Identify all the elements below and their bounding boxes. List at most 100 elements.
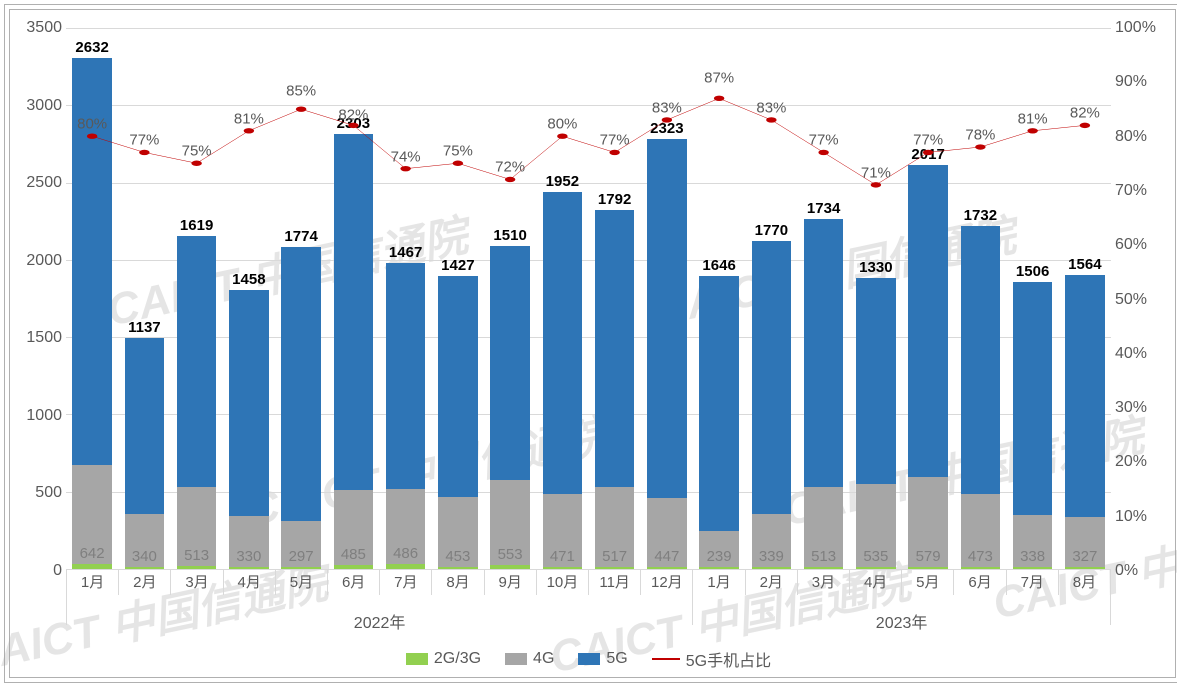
bar-seg-5g: 1734 bbox=[804, 219, 844, 487]
bar-slot: 327 1564 bbox=[1059, 28, 1111, 569]
bar-seg-4g: 642 bbox=[72, 465, 112, 564]
bar-slot: 642 2632 bbox=[66, 28, 118, 569]
bar-value-4g: 339 bbox=[759, 548, 784, 565]
bar-value-5g: 2632 bbox=[75, 39, 108, 56]
y-right-tick: 20% bbox=[1115, 453, 1171, 471]
bar-slot: 338 1506 bbox=[1007, 28, 1059, 569]
bar-value-5g: 1734 bbox=[807, 200, 840, 217]
chart-container: CAICT 中国信通院CAICT 中国信通院CAICT 中国信通院CAICT 中… bbox=[4, 4, 1177, 683]
bar-value-4g: 447 bbox=[654, 548, 679, 565]
x-tick: 3月 bbox=[170, 569, 222, 595]
legend: 2G/3G4G5G5G手机占比 bbox=[66, 647, 1111, 671]
bar-seg-4g: 339 bbox=[752, 514, 792, 566]
bar-seg-5g: 1458 bbox=[229, 290, 269, 515]
legend-swatch bbox=[406, 653, 428, 665]
bar-seg-4g: 327 bbox=[1065, 517, 1105, 568]
bar-seg-5g: 2632 bbox=[72, 58, 112, 465]
bar-value-4g: 485 bbox=[341, 546, 366, 563]
bar-series: 6422632340113751316193301458297177448523… bbox=[66, 28, 1111, 569]
bar-slot: 485 2303 bbox=[327, 28, 379, 569]
bar-seg-5g: 1510 bbox=[490, 246, 530, 479]
bar-value-4g: 486 bbox=[393, 545, 418, 562]
x-tick: 7月 bbox=[1006, 569, 1058, 595]
bar-seg-4g: 338 bbox=[1013, 515, 1053, 567]
x-tick: 11月 bbox=[588, 569, 640, 595]
legend-item: 2G/3G bbox=[406, 647, 481, 671]
bar-slot: 473 1732 bbox=[954, 28, 1006, 569]
bar-slot: 2971774 bbox=[275, 28, 327, 569]
x-tick: 6月 bbox=[327, 569, 379, 595]
bar-value-4g: 327 bbox=[1072, 548, 1097, 565]
y-right-tick: 60% bbox=[1115, 236, 1171, 254]
bar-seg-4g: 471 bbox=[543, 494, 583, 567]
bar-seg-5g: 2017 bbox=[908, 165, 948, 477]
legend-item: 5G bbox=[578, 647, 627, 671]
bar-slot: 5171792 bbox=[589, 28, 641, 569]
bar-slot: 513 1734 bbox=[798, 28, 850, 569]
y-right-tick: 40% bbox=[1115, 345, 1171, 363]
bar-value-5g: 1427 bbox=[441, 257, 474, 274]
x-tick: 10月 bbox=[536, 569, 588, 595]
legend-swatch bbox=[505, 653, 527, 665]
y-right-tick: 10% bbox=[1115, 508, 1171, 526]
plot-area: 6422632340113751316193301458297177448523… bbox=[66, 28, 1111, 569]
y-right-tick: 80% bbox=[1115, 128, 1171, 146]
bar-value-4g: 453 bbox=[445, 548, 470, 565]
x-group: 2022年 bbox=[66, 595, 692, 625]
bar-value-5g: 2323 bbox=[650, 120, 683, 137]
bar-seg-4g: 513 bbox=[177, 487, 217, 566]
bar-slot: 339 1770 bbox=[745, 28, 797, 569]
bar-value-5g: 1510 bbox=[493, 227, 526, 244]
x-tick: 5月 bbox=[901, 569, 953, 595]
y-right-tick: 50% bbox=[1115, 291, 1171, 309]
bar-seg-5g: 2323 bbox=[647, 139, 687, 498]
legend-swatch bbox=[652, 658, 680, 660]
y-right-tick: 0% bbox=[1115, 562, 1171, 580]
bar-seg-5g: 1330 bbox=[856, 278, 896, 484]
bar-slot: 5351330 bbox=[850, 28, 902, 569]
x-group: 2023年 bbox=[692, 595, 1110, 625]
bar-value-4g: 553 bbox=[498, 546, 523, 563]
bar-value-5g: 1770 bbox=[755, 222, 788, 239]
x-tick: 5月 bbox=[275, 569, 327, 595]
bar-value-5g: 1564 bbox=[1068, 256, 1101, 273]
bar-seg-4g: 473 bbox=[961, 494, 1001, 567]
bar-slot: 486 1467 bbox=[380, 28, 432, 569]
legend-label: 4G bbox=[533, 650, 554, 668]
bar-seg-5g: 1467 bbox=[386, 263, 426, 490]
y-left-tick: 500 bbox=[14, 484, 62, 502]
bar-seg-4g: 447 bbox=[647, 498, 687, 567]
bar-slot: 2391646 bbox=[693, 28, 745, 569]
bar-seg-5g: 1137 bbox=[125, 338, 165, 514]
bar-value-5g: 1646 bbox=[702, 257, 735, 274]
bar-value-5g: 1506 bbox=[1016, 263, 1049, 280]
x-tick: 1月 bbox=[66, 569, 118, 595]
bar-value-4g: 579 bbox=[916, 548, 941, 565]
bar-seg-5g: 1952 bbox=[543, 192, 583, 494]
bar-value-4g: 517 bbox=[602, 548, 627, 565]
y-left-tick: 1000 bbox=[14, 407, 62, 425]
bar-value-4g: 330 bbox=[236, 548, 261, 565]
bar-seg-4g: 340 bbox=[125, 514, 165, 567]
x-axis: 1月2月3月4月5月6月7月8月9月10月11月12月1月2月3月4月5月6月7… bbox=[66, 569, 1111, 677]
bar-value-4g: 340 bbox=[132, 548, 157, 565]
x-tick: 7月 bbox=[379, 569, 431, 595]
x-tick: 8月 bbox=[1058, 569, 1110, 595]
bar-value-5g: 1952 bbox=[546, 173, 579, 190]
bar-seg-4g: 453 bbox=[438, 497, 478, 567]
bar-value-5g: 1330 bbox=[859, 259, 892, 276]
bar-value-4g: 513 bbox=[811, 548, 836, 565]
legend-swatch bbox=[578, 653, 600, 665]
bar-seg-5g: 1732 bbox=[961, 226, 1001, 494]
x-tick: 2月 bbox=[118, 569, 170, 595]
x-tick: 4月 bbox=[223, 569, 275, 595]
bar-seg-5g: 2303 bbox=[334, 134, 374, 490]
bar-value-4g: 642 bbox=[80, 545, 105, 562]
x-tick: 4月 bbox=[849, 569, 901, 595]
bar-seg-5g: 1619 bbox=[177, 236, 217, 486]
bar-value-5g: 1467 bbox=[389, 244, 422, 261]
bar-value-4g: 473 bbox=[968, 548, 993, 565]
bar-slot: 330 1458 bbox=[223, 28, 275, 569]
bar-seg-5g: 1770 bbox=[752, 241, 792, 515]
y-right-tick: 90% bbox=[1115, 73, 1171, 91]
